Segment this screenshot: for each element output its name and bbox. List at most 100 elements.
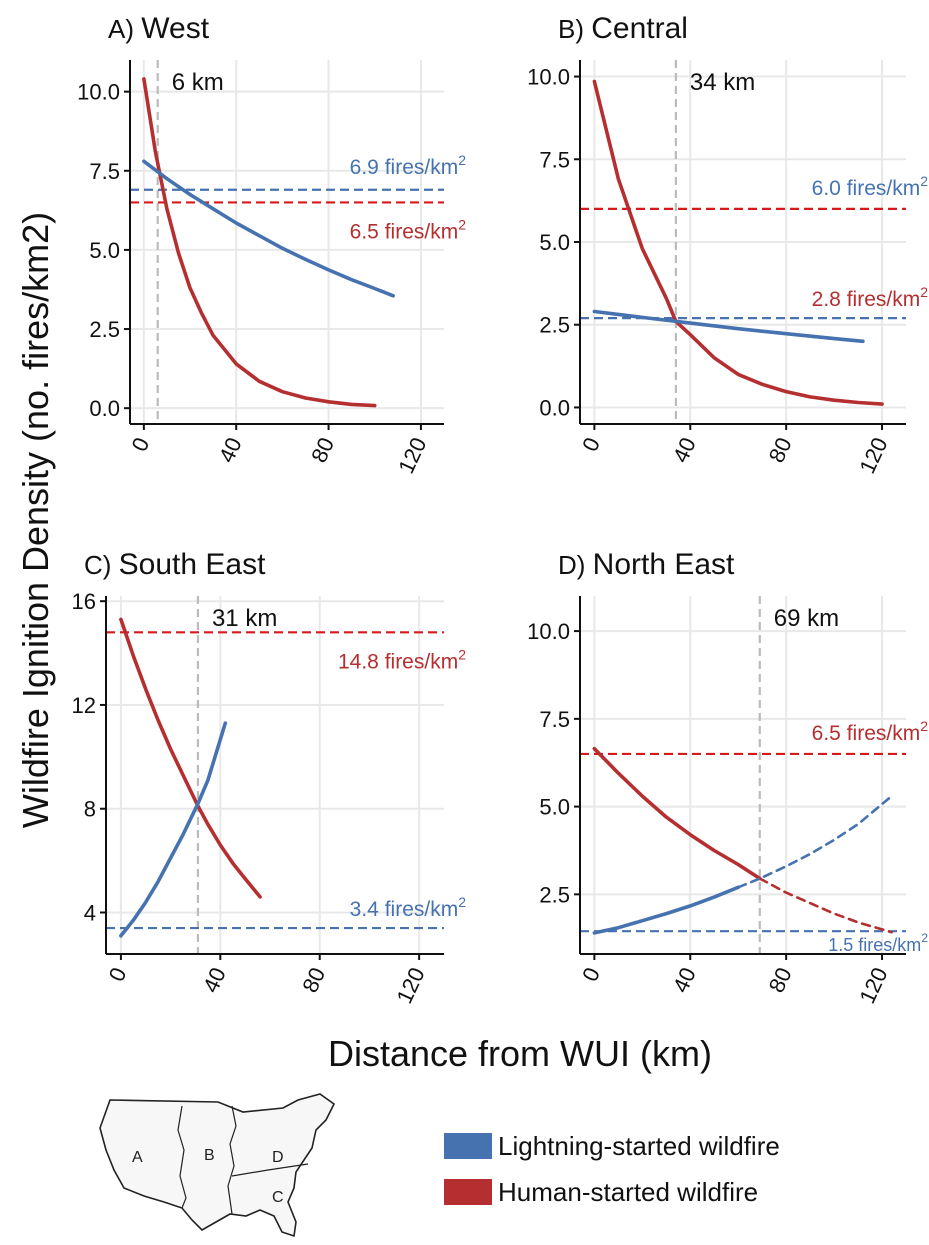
x-tick-label: 40: [214, 434, 247, 467]
label-value: 6.5 fires/km: [350, 220, 459, 243]
reference-line-label: 1.5 fires/km2: [828, 931, 928, 955]
reference-line-label: 6.0 fires/km2: [812, 173, 929, 200]
panel-0: 0.0 2.5 5.0 7.5 10.0 0 40 80 120 A) West 6 km 6.9 f…: [77, 12, 466, 477]
y-tick-label: 4: [84, 900, 96, 925]
y-tick-label: 5.0: [539, 795, 570, 820]
x-axis-label: Distance from WUI (km): [328, 1033, 712, 1074]
us-map-outline: [99, 1093, 336, 1238]
legend-label: Human-started wildfire: [498, 1176, 759, 1207]
threshold-label: 69 km: [774, 605, 839, 632]
panel-letter: A): [108, 14, 141, 44]
panel-title: D) North East: [558, 548, 735, 581]
label-superscript: 2: [920, 718, 928, 734]
label-superscript: 2: [458, 646, 466, 662]
y-tick-label: 5.0: [539, 230, 570, 255]
y-tick-label: 7.5: [89, 159, 120, 184]
panel-3: 2.5 5.0 7.5 10.0 0 40 80 120 D) North East 69 km 6…: [527, 548, 928, 1007]
series-line-human: [142, 77, 377, 408]
y-tick-label: 2.5: [539, 882, 570, 907]
legend: Lightning-started wildfire Human-started…: [444, 1128, 780, 1220]
x-tick-label: 40: [668, 964, 701, 997]
y-tick-label: 12: [72, 693, 96, 718]
reference-line-label: 14.8 fires/km2: [338, 646, 466, 673]
x-tick-label: 0: [127, 434, 155, 456]
region-boundary: [227, 1105, 237, 1215]
x-tick-label: 120: [393, 434, 431, 478]
series-line-lightning: [592, 885, 741, 935]
y-tick-label: 0.0: [89, 396, 120, 421]
y-tick-label: 2.5: [539, 313, 570, 338]
x-tick-label: 120: [854, 964, 892, 1008]
label-value: 1.5 fires/km: [828, 935, 921, 955]
label-value: 6.0 fires/km: [812, 177, 921, 200]
label-superscript: 2: [920, 284, 928, 300]
x-tick-label: 80: [306, 434, 339, 467]
label-value: 6.9 fires/km: [350, 156, 459, 179]
label-value: 14.8 fires/km: [338, 650, 458, 673]
legend-item-human: Human-started wildfire: [444, 1174, 780, 1210]
legend-swatch-lightning: [444, 1133, 492, 1159]
label-superscript: 2: [458, 216, 466, 232]
series-line-lightning: [592, 309, 865, 344]
panel-letter: B): [558, 14, 591, 44]
x-tick-label: 0: [577, 434, 605, 456]
series-line-human: [119, 617, 262, 899]
series-line-lightning: [142, 159, 396, 298]
panel-region: Central: [591, 12, 688, 45]
reference-line-label: 3.4 fires/km2: [350, 894, 467, 921]
y-tick-label: 10.0: [527, 65, 570, 90]
map-label-b: B: [204, 1147, 215, 1164]
x-tick-label: 40: [198, 964, 231, 997]
x-tick-label: 80: [297, 964, 330, 997]
label-value: 6.5 fires/km: [812, 722, 921, 745]
y-axis-label: Wildfire Ignition Density (no. fires/km2…: [15, 212, 56, 828]
panel-region: West: [141, 12, 209, 45]
y-tick-label: 0.0: [539, 395, 570, 420]
panel-region: South East: [119, 548, 266, 581]
label-value: 3.4 fires/km: [350, 898, 459, 921]
panel-title: B) Central: [558, 12, 688, 45]
map-label-d: D: [272, 1149, 284, 1166]
label-superscript: 2: [458, 152, 466, 168]
panel-2: 4 8 12 16 0 40 80 120 C) South East 31 km 14.8 fir…: [72, 548, 467, 1007]
y-tick-label: 2.5: [89, 317, 120, 342]
region-boundary: [177, 1105, 187, 1209]
region-map: A B D C: [99, 1093, 336, 1238]
threshold-label: 34 km: [690, 69, 755, 96]
threshold-label: 6 km: [172, 69, 224, 96]
series-line-lightning: [119, 721, 228, 938]
panel-title: A) West: [108, 12, 210, 45]
region-boundary: [231, 1163, 309, 1177]
legend-label: Lightning-started wildfire: [498, 1130, 780, 1161]
y-tick-label: 7.5: [539, 147, 570, 172]
label-superscript: 2: [921, 931, 928, 945]
label-superscript: 2: [458, 894, 466, 910]
y-tick-label: 16: [72, 589, 96, 614]
panel-letter: D): [558, 550, 593, 580]
map-label-a: A: [132, 1149, 143, 1166]
legend-swatch-human: [444, 1179, 492, 1205]
series-line-human: [592, 746, 762, 881]
reference-line-label: 6.5 fires/km2: [350, 216, 467, 243]
x-tick-label: 120: [854, 434, 892, 478]
x-tick-label: 0: [104, 964, 132, 986]
series-line-human: [592, 79, 884, 406]
panel-region: North East: [593, 548, 735, 581]
panel-title: C) South East: [84, 548, 266, 581]
x-tick-label: 40: [668, 434, 701, 467]
x-tick-label: 120: [392, 964, 430, 1008]
x-tick-label: 80: [764, 964, 797, 997]
y-tick-label: 5.0: [89, 238, 120, 263]
reference-line-label: 6.5 fires/km2: [812, 718, 929, 745]
x-tick-label: 0: [577, 964, 605, 986]
map-label-c: C: [272, 1189, 284, 1206]
x-tick-label: 80: [764, 434, 797, 467]
legend-item-lightning: Lightning-started wildfire: [444, 1128, 780, 1164]
series-line-lightning: [736, 794, 893, 889]
label-value: 2.8 fires/km: [812, 288, 921, 311]
y-tick-label: 10.0: [527, 619, 570, 644]
series-line-human: [758, 877, 893, 934]
y-tick-label: 8: [84, 797, 96, 822]
